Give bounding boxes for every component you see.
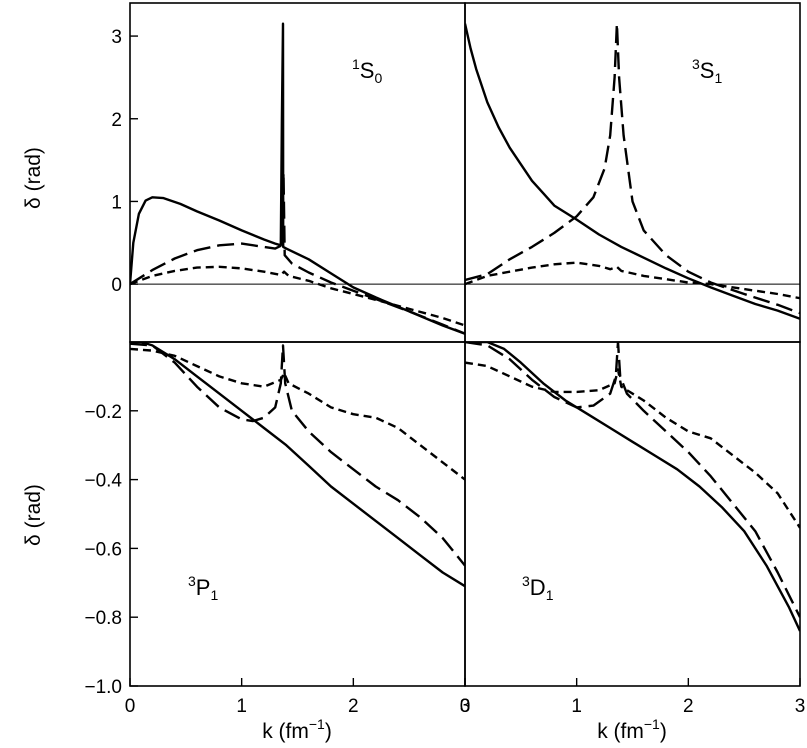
y-tick-label-3P1-0: −0.2	[84, 402, 122, 423]
x-tick-label-3P1-3: 3	[460, 696, 471, 717]
y-tick-label-1S0-1: 1	[111, 192, 122, 213]
y-tick-label-1S0-3: 3	[111, 27, 122, 48]
series-line-3S1-solid	[465, 23, 800, 320]
panel-label-1S0: 1S0	[352, 56, 382, 86]
panel-label-3S1: 3S1	[692, 56, 722, 86]
series-line-3S1-long-dash	[465, 22, 800, 315]
y-axis-label-top: δ (rad)	[22, 147, 45, 209]
series-line-3S1-short-dash	[465, 261, 800, 300]
panel-3S1-frame	[464, 2, 801, 343]
x-axis-label-left: k (fm−1)	[262, 716, 332, 743]
x-tick-label-3D1-1: 1	[571, 696, 582, 717]
y-axis-label-bottom: δ (rad)	[22, 484, 45, 546]
x-tick-label-3D1-2: 2	[683, 696, 694, 717]
series-line-1S0-short-dash	[130, 265, 465, 327]
series-line-3P1-solid	[130, 342, 465, 588]
x-tick-label-3D1-3: 3	[795, 696, 806, 717]
x-tick-label-3P1-2: 2	[348, 696, 359, 717]
series-line-3D1-long-dash	[465, 342, 800, 618]
panel-1S0-frame	[129, 2, 466, 343]
panel-label-3P1: 3P1	[188, 573, 218, 603]
panel-3D1-frame	[464, 341, 801, 687]
x-tick-label-3P1-0: 0	[125, 696, 136, 717]
x-axis-label-right: k (fm−1)	[597, 716, 667, 743]
series-line-3D1-short-dash	[465, 361, 800, 529]
series-line-3P1-long-dash	[130, 342, 465, 567]
y-tick-label-3P1-3: −0.8	[84, 608, 122, 629]
panel-label-3D1: 3D1	[522, 573, 554, 603]
series-line-3D1-solid	[465, 342, 800, 632]
y-tick-label-1S0-0: 0	[111, 275, 122, 296]
y-tick-label-1S0-2: 2	[111, 110, 122, 131]
series-line-3P1-short-dash	[130, 347, 465, 481]
y-tick-label-3P1-2: −0.6	[84, 539, 122, 560]
y-tick-label-3P1-1: −0.4	[84, 471, 122, 492]
y-tick-label-3P1-4: −1.0	[84, 677, 122, 698]
x-tick-label-3P1-1: 1	[236, 696, 247, 717]
x-tick-label-3D1-0: 0	[460, 696, 471, 717]
series-line-1S0-solid	[130, 22, 465, 335]
